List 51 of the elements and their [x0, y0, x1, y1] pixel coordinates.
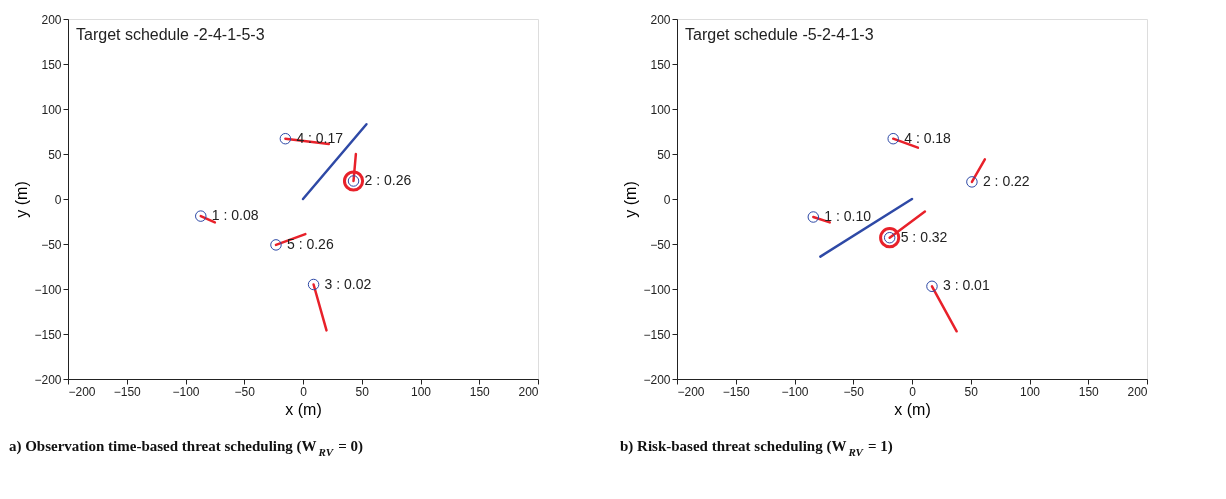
annotation: 3 : 0.02 — [324, 275, 372, 292]
x-tick-label: −200 — [68, 384, 96, 399]
y-tick-label: −150 — [34, 327, 62, 342]
x-tick-label: 50 — [964, 384, 979, 399]
x-axis-title: x (m) — [894, 400, 931, 418]
annotation: 3 : 0.01 — [942, 277, 990, 294]
x-tick-label: −50 — [843, 384, 865, 399]
x-tick-label: −150 — [113, 384, 142, 399]
y-tick-label: −200 — [643, 372, 671, 387]
y-tick-label: −150 — [643, 327, 671, 342]
y-tick-label: 200 — [650, 12, 671, 27]
y-tick-label: −50 — [650, 237, 671, 252]
x-tick-label: 200 — [1127, 384, 1148, 399]
y-axis-title: y (m) — [622, 181, 640, 218]
y-tick-label: −100 — [643, 282, 671, 297]
x-tick-label: −150 — [722, 384, 751, 399]
annotation: 5 : 0.26 — [286, 235, 334, 252]
x-tick-label: 150 — [1078, 384, 1100, 399]
y-tick-label: −50 — [41, 237, 62, 252]
y-tick-label: 0 — [54, 192, 62, 207]
x-tick-label: 0 — [300, 384, 308, 399]
y-tick-label: 100 — [650, 102, 671, 117]
x-tick-label: 200 — [518, 384, 539, 399]
y-tick-label: 150 — [41, 57, 62, 72]
x-tick-label: −50 — [234, 384, 256, 399]
x-tick-label: 100 — [1019, 384, 1041, 399]
y-tick-label: 200 — [41, 12, 62, 27]
annotation: 2 : 0.26 — [364, 172, 412, 188]
chart-title: Target schedule -5-2-4-1-3 — [685, 26, 874, 43]
y-tick-label: 50 — [657, 147, 671, 162]
annotation: 1 : 0.10 — [824, 208, 872, 224]
y-tick-label: −100 — [34, 282, 62, 297]
x-tick-label: −200 — [677, 384, 705, 399]
x-axis-title: x (m) — [285, 400, 322, 418]
annotation: 1 : 0.08 — [211, 207, 259, 224]
y-tick-label: 150 — [650, 57, 671, 72]
x-tick-label: 100 — [410, 384, 432, 399]
y-tick-label: 0 — [663, 192, 671, 207]
x-tick-label: 50 — [355, 384, 370, 399]
x-tick-label: −100 — [781, 384, 809, 399]
y-tick-label: 50 — [48, 147, 62, 162]
annotation: 2 : 0.22 — [982, 172, 1030, 189]
y-tick-label: 100 — [41, 102, 62, 117]
y-tick-label: −200 — [34, 372, 62, 387]
y-axis-title: y (m) — [13, 181, 31, 218]
x-tick-label: 0 — [909, 384, 917, 399]
x-tick-label: −100 — [172, 384, 200, 399]
annotation: 5 : 0.32 — [900, 228, 948, 245]
annotation: 4 : 0.18 — [904, 129, 952, 146]
chart-title: Target schedule -2-4-1-5-3 — [76, 26, 265, 43]
x-tick-label: 150 — [469, 384, 491, 399]
